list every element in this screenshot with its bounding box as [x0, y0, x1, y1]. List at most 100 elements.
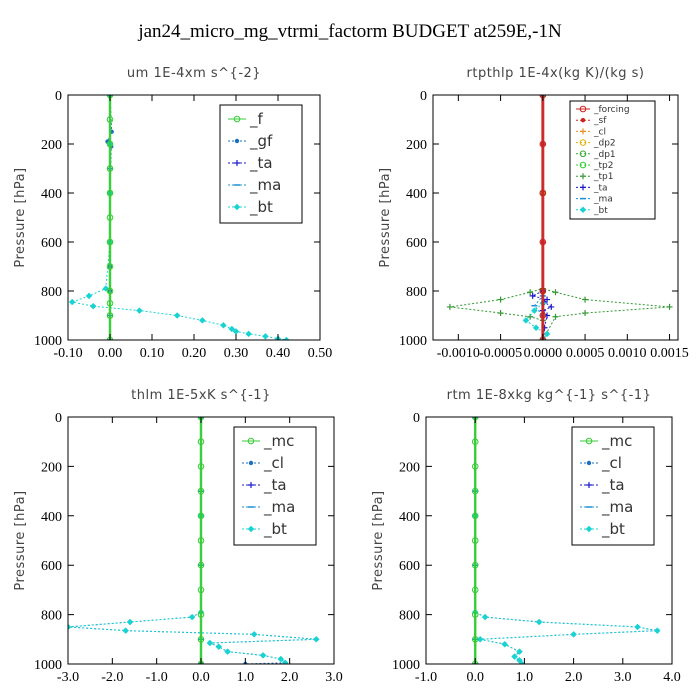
legend-label-ma: _ma [593, 195, 613, 205]
y-tick-label: 200 [41, 138, 62, 153]
legend-label-dp2: _dp2 [593, 139, 616, 149]
figure-title: jan24_micro_mg_vtrmi_factorm BUDGET at25… [137, 21, 562, 42]
x-tick-label: 3.0 [614, 670, 632, 685]
y-tick-label: 0 [55, 89, 62, 104]
y-tick-label: 600 [41, 559, 62, 574]
y-tick-label: 400 [41, 187, 62, 202]
y-tick-label: 1000 [392, 658, 420, 673]
legend-marker-bt [579, 206, 587, 214]
panel-3: thlm 1E-5xK s^{-1} Pressure [hPa] -3.0 -2.0… [13, 388, 343, 685]
y-tick-label: 800 [399, 609, 420, 624]
y-tick-label: 600 [41, 236, 62, 251]
x-tick-label: 0.0 [192, 670, 210, 685]
point-bt [173, 312, 181, 319]
x-tick-label: -0.10 [53, 346, 82, 361]
series-bt [68, 417, 320, 664]
legend-box [571, 426, 655, 546]
legend-marker-bt [247, 525, 255, 533]
legend-label-tp1: _tp1 [593, 172, 613, 182]
legend-marker-cl [586, 460, 592, 466]
point-ta [548, 303, 555, 310]
legend-label-f: _f [249, 110, 264, 129]
legend-marker-ta [580, 184, 586, 191]
point-bt [136, 307, 143, 314]
x-tick-label: -0.0010 [437, 346, 480, 361]
legend-label-ta: _ta [601, 476, 625, 495]
panel-title: rtm 1E-8xkg kg^{-1} s^{-1} [447, 388, 652, 403]
point-tp1 [552, 313, 559, 320]
point-bt [85, 292, 93, 300]
point-bt [543, 330, 551, 338]
legend-label-gf: _gf [249, 132, 273, 151]
legend-marker-ta [586, 482, 592, 488]
point-tp1 [527, 289, 534, 296]
point-bt [228, 325, 236, 333]
legend-marker-sf [580, 118, 586, 123]
y-tick-label: 400 [406, 187, 427, 202]
point-bt [220, 321, 227, 329]
y-tick-label: 600 [399, 559, 420, 574]
legend-marker-cl [248, 460, 254, 466]
legend-marker-cl [580, 128, 586, 135]
point-bt [224, 648, 231, 656]
panel-title: rtpthlp 1E-4x(kg K)/(kg s) [467, 66, 645, 81]
legend-label-dp1: _dp1 [593, 150, 616, 160]
x-tick-label: -2.0 [101, 670, 123, 685]
y-tick-label: 200 [41, 460, 62, 475]
y-axis-label: Pressure [hPa] [13, 167, 28, 267]
legend-label-ta: _ta [263, 476, 287, 495]
point-bt [126, 618, 134, 626]
y-axis-label: Pressure [hPa] [378, 167, 393, 267]
y-tick-label: 0 [55, 411, 62, 426]
x-tick-label: 0.50 [308, 346, 333, 361]
legend-marker-f [233, 115, 241, 123]
point-bt [501, 640, 509, 648]
x-tick-label: 0.0 [466, 670, 484, 685]
axes-frame [432, 94, 679, 341]
legend-label-ma: _ma [263, 498, 295, 517]
y-tick-label: 200 [399, 460, 420, 475]
legend: _f _gf _ta _ma _bt [219, 104, 303, 224]
legend-label-forcing: _forcing [593, 105, 630, 115]
x-tick-label: 3.0 [325, 670, 343, 685]
y-tick-label: 1000 [34, 334, 62, 349]
point-bt [283, 336, 290, 340]
legend-label-sf: _sf [593, 116, 607, 126]
point-bt [570, 631, 577, 638]
legend-label-ta: _ta [249, 154, 273, 173]
point-tp1 [527, 313, 534, 320]
y-tick-label: 800 [41, 285, 62, 300]
legend: _forcing_sf_cl _dp2_dp1_tp2_tp1_ta _ma_bt [569, 100, 656, 220]
x-tick-label: -1.0 [146, 670, 168, 685]
legend-marker-bt [585, 525, 593, 533]
x-tick-label: 0.30 [224, 346, 249, 361]
x-tick-label: 0.10 [140, 346, 165, 361]
panels: um 1E-4xm s^{-2}Pressure [hPa]-0.10 0.00 0… [13, 66, 689, 685]
legend-marker-dp2 [579, 139, 587, 146]
panel-2: rtpthlp 1E-4x(kg K)/(kg s) Pressure [hPa]… [378, 66, 689, 361]
point-bt [215, 643, 223, 651]
point-bt [245, 330, 252, 338]
legend-label-cl: _cl [263, 454, 284, 473]
y-tick-label: 0 [420, 89, 427, 104]
legend: _mc _cl _ta _ma _bt [571, 426, 655, 546]
point-tp1 [582, 310, 589, 317]
y-axis-label: Pressure [hPa] [13, 490, 28, 590]
y-axis-label: Pressure [hPa] [371, 490, 386, 590]
series-line-ta [531, 95, 553, 340]
legend-marker-mc [247, 437, 255, 445]
legend-label-cl: _cl [601, 454, 622, 473]
x-tick-label: 0.0000 [524, 346, 563, 361]
point-bt [188, 613, 196, 621]
point-bt [199, 317, 206, 324]
legend-label-ma: _ma [601, 498, 633, 517]
x-tick-label: -1.0 [415, 670, 437, 685]
legend-marker-ta [234, 160, 240, 166]
legend-label-bt: _bt [249, 198, 273, 217]
point-bt [68, 298, 76, 306]
legend-box [233, 426, 317, 546]
point-bt [634, 623, 641, 631]
x-tick-label: 0.20 [182, 346, 207, 361]
legend-marker-tp2 [579, 161, 587, 169]
point-bt [535, 618, 543, 626]
